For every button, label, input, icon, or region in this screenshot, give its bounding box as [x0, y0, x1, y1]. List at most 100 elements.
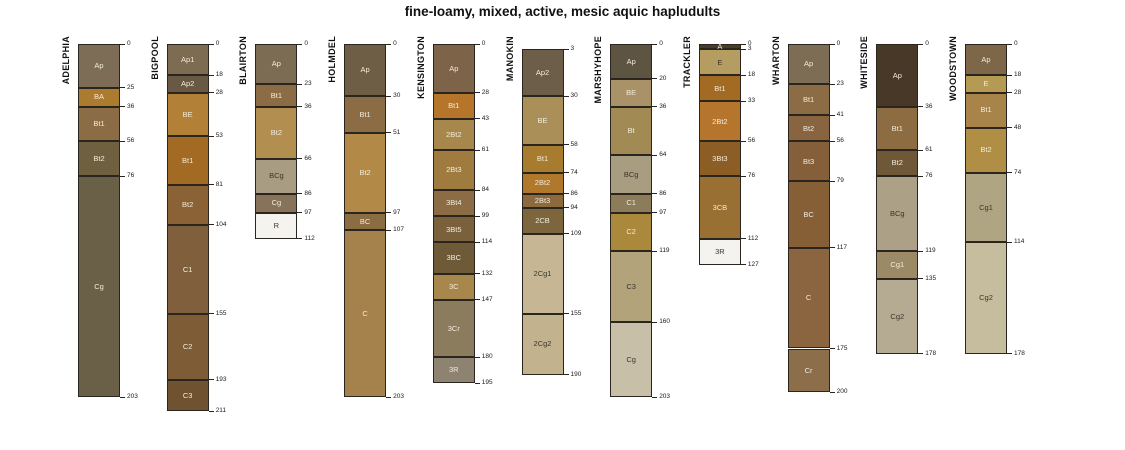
depth-tick	[297, 193, 303, 195]
depth-tick	[474, 241, 480, 243]
depth-tick	[740, 140, 746, 142]
horizon-band-ap: Ap	[344, 44, 387, 97]
horizon-label: Ap	[981, 54, 991, 64]
depth-tick	[1007, 353, 1012, 355]
horizon-label: Cg2	[979, 293, 993, 303]
depth-tick	[208, 43, 214, 45]
depth-tick-label: 155	[570, 309, 582, 317]
depth-tick	[740, 100, 746, 102]
depth-tick	[1007, 172, 1012, 174]
horizon-band-3cr: 3Cr	[432, 299, 475, 358]
horizon-band-bt2: Bt2	[78, 141, 120, 177]
depth-tick	[652, 78, 658, 80]
horizon-label: Bt1	[270, 90, 283, 100]
horizon-band-2bt3: 2Bt3	[432, 150, 475, 191]
horizon-band-3r: 3R	[432, 357, 475, 384]
depth-tick-label: 0	[747, 40, 752, 47]
horizon-label: Bt2	[270, 127, 283, 137]
depth-tick	[386, 396, 392, 398]
depth-tick	[740, 48, 746, 50]
depth-tick	[386, 229, 392, 231]
horizon-label: BE	[626, 87, 637, 97]
depth-tick-label: 104	[215, 220, 227, 228]
horizon-band-a: A	[698, 43, 741, 50]
horizon-band-3r: 3R	[698, 238, 741, 265]
horizon-label: Bt	[627, 126, 635, 136]
horizon-label: Bt2	[182, 200, 194, 210]
depth-tick-label: 155	[215, 309, 227, 317]
horizon-label: Bt1	[182, 155, 194, 165]
depth-tick-label: 84	[481, 186, 490, 194]
horizon-label: C1	[182, 264, 193, 274]
depth-tick-label: 66	[304, 154, 312, 162]
depth-tick-label: 112	[747, 234, 759, 242]
horizon-band-bt1: Bt1	[698, 75, 741, 102]
horizon-band-bt2: Bt2	[166, 184, 209, 225]
depth-tick	[474, 149, 480, 151]
horizon-band-ap2: Ap2	[521, 49, 564, 97]
horizon-label: BCg	[890, 208, 905, 218]
depth-tick	[652, 43, 658, 45]
depth-tick-label: 48	[1014, 123, 1022, 131]
depth-tick-label: 23	[836, 80, 844, 88]
horizon-label: C	[805, 293, 812, 303]
horizon-label: Cr	[804, 365, 813, 375]
depth-tick	[829, 391, 835, 393]
depth-tick	[386, 43, 392, 45]
horizon-label: 3Bt5	[446, 224, 462, 234]
depth-tick-label: 0	[304, 40, 309, 47]
depth-tick-label: 33	[747, 97, 756, 105]
depth-tick	[297, 212, 303, 214]
horizon-label: 2Bt2	[534, 178, 551, 188]
horizon-band-bcg: BCg	[876, 176, 919, 252]
depth-tick-label: 56	[747, 137, 756, 145]
horizon-band-bt2: Bt2	[876, 150, 919, 177]
depth-tick-label: 107	[393, 226, 404, 234]
horizon-band-ap: Ap	[610, 44, 653, 79]
depth-tick-label: 30	[570, 92, 578, 100]
horizon-band-3bt3: 3Bt3	[698, 141, 741, 177]
depth-tick	[120, 396, 125, 398]
horizon-band-c: C	[344, 230, 387, 398]
horizon-band-3bt5: 3Bt5	[432, 216, 475, 243]
depth-tick-label: 127	[747, 260, 759, 268]
horizon-label: BC	[359, 216, 371, 226]
horizon-label: 3Bt3	[712, 154, 728, 164]
horizon-band-bt: Bt	[610, 106, 653, 156]
horizon-label: Ap2	[535, 67, 550, 77]
depth-tick	[563, 95, 569, 97]
depth-tick	[208, 92, 214, 94]
profile-name-label: BLAIRTON	[238, 36, 249, 85]
depth-tick-label: 18	[1014, 71, 1022, 79]
depth-tick	[563, 374, 569, 376]
depth-tick-label: 79	[836, 177, 844, 185]
horizon-label: BC	[803, 209, 814, 219]
depth-tick-label: 41	[836, 111, 844, 119]
depth-tick	[563, 193, 569, 195]
depth-tick	[918, 175, 924, 177]
depth-tick-label: 112	[304, 234, 315, 242]
depth-tick	[208, 379, 214, 381]
horizon-label: Cg1	[979, 202, 993, 212]
horizon-label: Ap2	[181, 79, 195, 89]
depth-tick	[1007, 92, 1012, 94]
depth-tick	[918, 250, 924, 252]
horizon-band-bt1: Bt1	[78, 106, 120, 142]
depth-tick-label: 28	[1014, 88, 1022, 96]
depth-tick	[740, 74, 746, 76]
horizon-band-c3: C3	[166, 379, 209, 412]
depth-tick-label: 175	[836, 344, 848, 352]
horizon-band-bt1: Bt1	[166, 136, 209, 185]
profile-name-label: WOODSTOWN	[948, 36, 958, 102]
depth-tick-label: 86	[570, 189, 578, 197]
horizon-label: Bt2	[359, 168, 371, 177]
depth-tick	[829, 43, 835, 45]
horizon-band-e: E	[698, 49, 741, 76]
depth-tick-label: 0	[215, 40, 220, 47]
depth-tick	[652, 396, 658, 398]
depth-tick-label: 180	[481, 353, 493, 361]
horizon-label: C1	[626, 198, 636, 208]
depth-tick	[563, 207, 569, 209]
horizon-label: Cg2	[890, 311, 905, 321]
horizon-band-cg: Cg	[610, 322, 653, 398]
